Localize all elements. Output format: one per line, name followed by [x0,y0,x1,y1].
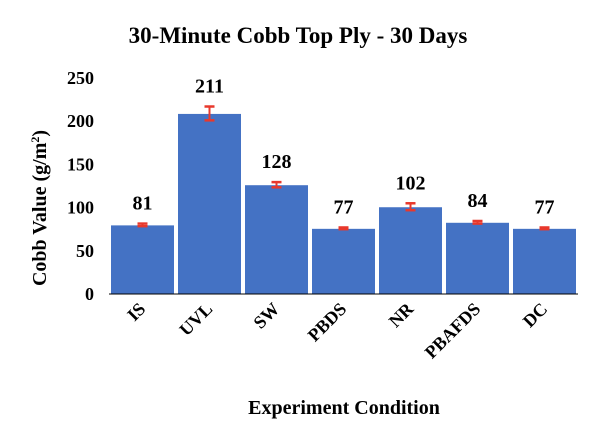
y-axis-title-main: Cobb Value (g/m [29,142,51,286]
data-label-pbds: 77 [334,196,354,218]
y-tick-label: 100 [67,198,94,218]
data-label-nr: 102 [396,172,426,194]
data-label-dc: 77 [535,196,555,218]
bar-sw [244,184,309,295]
category-label-is: IS [123,299,149,325]
category-label-uvl: UVL [175,299,216,340]
bar-pbafds [445,221,510,295]
bar-uvl [177,112,242,295]
y-axis-title: Cobb Value (g/m2) [28,130,51,286]
y-axis-title-end: ) [29,130,51,137]
y-tick-label: 50 [76,241,94,261]
category-label-nr: NR [385,298,418,331]
y-tick-label: 0 [85,284,94,304]
category-label-dc: DC [519,299,552,332]
category-label-pbafds: PBAFDS [421,299,485,363]
chart-title: 30-Minute Cobb Top Ply - 30 Days [129,23,468,48]
y-axis-title-superscript: 2 [28,137,42,143]
bars-group [110,112,577,295]
y-axis-ticks: 0 50 100 150 200 250 [67,68,94,304]
y-tick-label: 250 [67,68,94,88]
category-labels-group: IS UVL SW PBDS NR PBAFDS DC [123,298,551,362]
bar-is [110,224,175,295]
bar-pbds [311,227,376,295]
data-label-is: 81 [133,193,153,215]
data-label-uvl: 211 [195,76,224,98]
y-tick-label: 200 [67,111,94,131]
category-label-sw: SW [249,299,283,333]
bar-nr [378,206,443,295]
category-label-pbds: PBDS [304,299,351,346]
x-axis-title: Experiment Condition [248,397,440,419]
bar-dc [512,227,577,295]
data-label-sw: 128 [262,151,292,173]
data-labels-group: 81 211 128 77 102 84 77 [133,76,555,219]
y-tick-label: 150 [67,154,94,174]
error-bars-group [137,105,550,231]
data-label-pbafds: 84 [468,190,488,212]
